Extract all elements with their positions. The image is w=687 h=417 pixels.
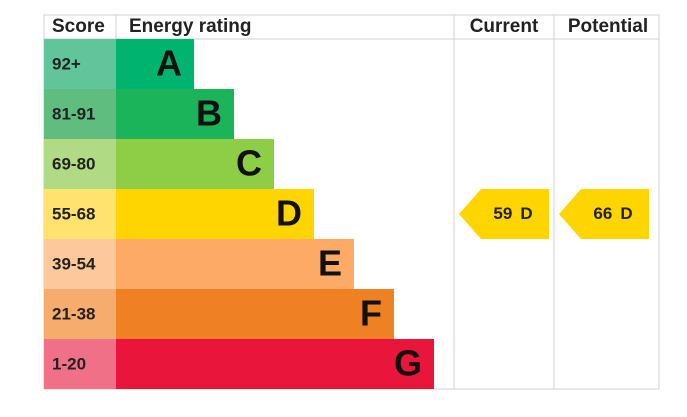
rating-bar: [116, 239, 354, 289]
score-cell: [44, 289, 116, 339]
rating-letter: C: [236, 143, 262, 184]
rating-score: 59: [493, 204, 512, 223]
rating-letter: B: [196, 93, 222, 134]
rating-letter: F: [360, 293, 382, 334]
rating-letter: D: [620, 204, 632, 223]
header-current: Current: [470, 16, 539, 37]
rating-bar: [116, 139, 274, 189]
rating-letter: A: [156, 43, 182, 84]
score-cell: [44, 139, 116, 189]
rating-bar: [116, 89, 234, 139]
score-range: 39-54: [52, 254, 96, 273]
score-cell: [44, 89, 116, 139]
rating-arrow: [559, 189, 649, 239]
header-rating: Energy rating: [129, 16, 251, 37]
rating-letter: D: [520, 204, 532, 223]
header-potential: Potential: [568, 16, 648, 37]
rating-arrow: [459, 189, 549, 239]
rating-bar: [116, 189, 314, 239]
rating-bar: [116, 289, 394, 339]
score-range: 92+: [52, 54, 81, 73]
score-range: 81-91: [52, 104, 95, 123]
score-cell: [44, 189, 116, 239]
score-range: 1-20: [52, 354, 86, 373]
rating-bar: [116, 339, 434, 389]
score-range: 69-80: [52, 154, 95, 173]
rating-bar: [116, 39, 194, 89]
score-cell: [44, 39, 116, 89]
rating-label: 66 D: [593, 204, 632, 223]
rating-label: 59 D: [493, 204, 532, 223]
rating-letter: E: [318, 243, 342, 284]
score-cell: [44, 339, 116, 389]
rating-letter: G: [394, 343, 422, 384]
score-range: 21-38: [52, 304, 95, 323]
rating-score: 66: [593, 204, 612, 223]
score-range: 55-68: [52, 204, 95, 223]
rating-letter: D: [276, 193, 302, 234]
score-cell: [44, 239, 116, 289]
header-score: Score: [52, 16, 105, 37]
